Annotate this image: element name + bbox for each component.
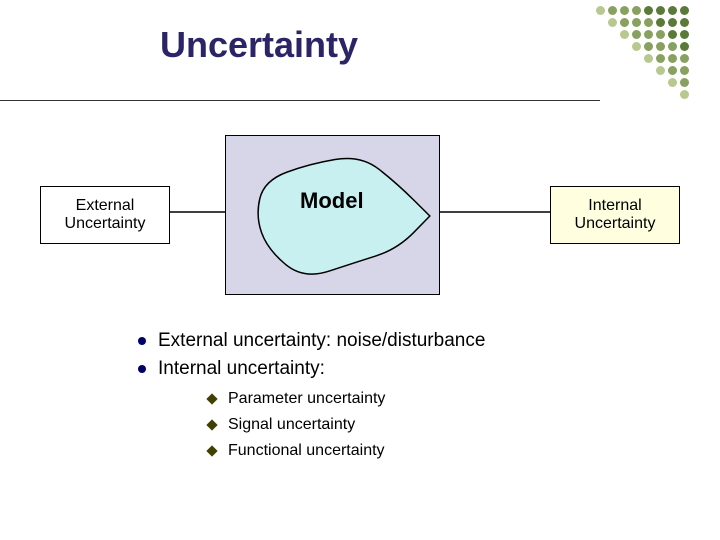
bullet-internal: Internal uncertainty: bbox=[138, 358, 325, 380]
sub-bullet-functional: Functional uncertainty bbox=[208, 442, 385, 460]
bullet-external: External uncertainty: noise/disturbance bbox=[138, 330, 485, 352]
sub-functional-text: Functional uncertainty bbox=[228, 442, 385, 460]
bullet-dot-icon bbox=[138, 337, 146, 345]
bullet-dot-icon bbox=[138, 365, 146, 373]
bullet-external-text: External uncertainty: noise/disturbance bbox=[158, 330, 485, 352]
sub-bullet-signal: Signal uncertainty bbox=[208, 416, 355, 434]
diamond-icon bbox=[206, 419, 217, 430]
sub-bullet-parameter: Parameter uncertainty bbox=[208, 390, 385, 408]
sub-parameter-text: Parameter uncertainty bbox=[228, 390, 385, 408]
bullet-internal-text: Internal uncertainty: bbox=[158, 358, 325, 380]
sub-signal-text: Signal uncertainty bbox=[228, 416, 355, 434]
diamond-icon bbox=[206, 393, 217, 404]
diamond-icon bbox=[206, 445, 217, 456]
